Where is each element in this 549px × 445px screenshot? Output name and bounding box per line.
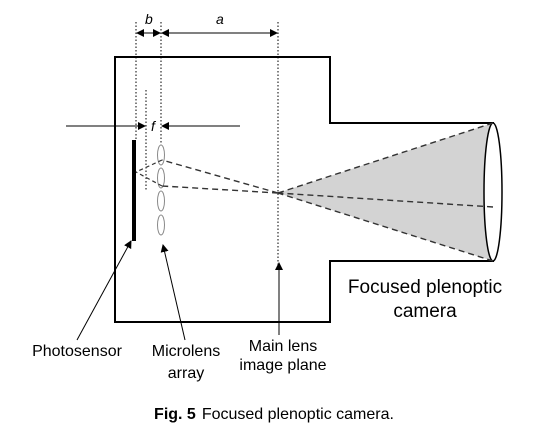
dim-label-b: b — [145, 11, 153, 27]
ray-line — [135, 171, 163, 187]
pointer-microlens — [160, 244, 186, 341]
microlens — [157, 214, 165, 236]
camera-title-line1: Focused plenoptic — [348, 277, 502, 298]
ray-line — [277, 192, 494, 262]
microlens-label-line2: array — [168, 365, 204, 382]
ray-line — [277, 122, 494, 194]
ray-line — [161, 159, 279, 194]
ray-line — [161, 185, 279, 194]
ray-line — [277, 192, 494, 208]
dim-label-a: a — [216, 11, 224, 27]
microlens — [157, 167, 165, 189]
caption-text: Focused plenoptic camera. — [202, 406, 394, 423]
dim-label-f: f — [151, 118, 157, 134]
ray-line — [135, 159, 163, 173]
camera-title-line2: camera — [393, 301, 457, 322]
lens-cone — [278, 123, 493, 261]
microlens-label-line1: Microlens — [152, 343, 220, 360]
microlens — [157, 190, 165, 212]
mainlens-label-line1: Main lens — [249, 338, 317, 355]
microlens — [157, 144, 165, 166]
main-lens — [483, 122, 503, 262]
figure-caption: Fig. 5 Focused plenoptic camera. — [154, 406, 394, 423]
caption-fig-number: Fig. 5 — [154, 406, 196, 423]
mainlens-label-line2: image plane — [239, 357, 326, 374]
photosensor-label: Photosensor — [32, 343, 123, 360]
pointer-photosensor — [76, 240, 132, 341]
